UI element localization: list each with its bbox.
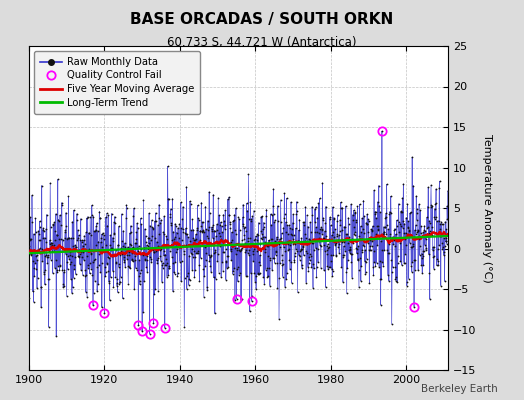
Text: BASE ORCADAS / SOUTH ORKN: BASE ORCADAS / SOUTH ORKN — [130, 12, 394, 27]
Text: 60.733 S, 44.721 W (Antarctica): 60.733 S, 44.721 W (Antarctica) — [167, 36, 357, 49]
Y-axis label: Temperature Anomaly (°C): Temperature Anomaly (°C) — [482, 134, 492, 282]
Text: Berkeley Earth: Berkeley Earth — [421, 384, 498, 394]
Legend: Raw Monthly Data, Quality Control Fail, Five Year Moving Average, Long-Term Tren: Raw Monthly Data, Quality Control Fail, … — [34, 51, 200, 114]
